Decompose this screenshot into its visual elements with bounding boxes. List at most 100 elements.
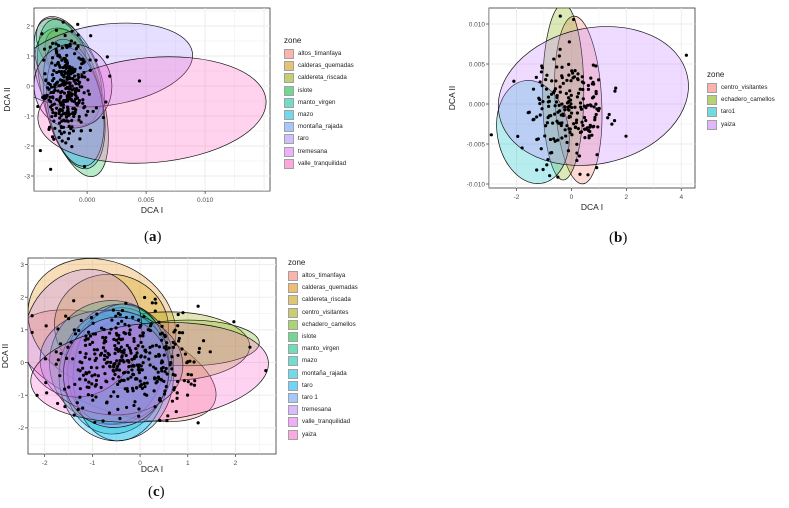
data-point xyxy=(571,76,575,80)
legend-label: caldereta_riscada xyxy=(302,296,351,304)
data-point xyxy=(157,345,162,349)
data-point xyxy=(50,135,55,139)
data-point xyxy=(566,96,571,100)
data-point xyxy=(90,382,94,386)
legend-swatch xyxy=(284,61,294,72)
data-point xyxy=(594,92,598,96)
data-point xyxy=(163,334,167,339)
data-point xyxy=(71,76,75,81)
data-point xyxy=(110,318,114,322)
data-point xyxy=(573,105,577,109)
data-point xyxy=(160,369,164,373)
data-point xyxy=(81,57,85,61)
data-point xyxy=(40,32,44,36)
y-axis-title: DCA II xyxy=(0,344,10,369)
data-point xyxy=(143,376,147,380)
data-point xyxy=(48,105,53,109)
data-point xyxy=(558,14,562,18)
legend-item: centro_visitantes xyxy=(288,307,398,320)
data-point xyxy=(574,121,578,125)
data-point xyxy=(51,41,55,45)
data-point xyxy=(569,102,573,106)
data-point xyxy=(575,142,579,146)
data-point xyxy=(95,312,99,316)
legend-swatch xyxy=(707,107,717,118)
y-tick-label: 1 xyxy=(26,53,30,60)
data-point xyxy=(137,365,141,369)
data-point xyxy=(89,315,94,320)
data-point xyxy=(77,118,81,122)
legend-label: valle_tranquilidad xyxy=(302,418,351,426)
data-point xyxy=(545,163,549,167)
data-point xyxy=(56,401,60,406)
legend-swatch xyxy=(284,134,294,145)
data-point xyxy=(102,357,107,362)
data-point xyxy=(86,330,91,334)
legend-item: calderas_quemadas xyxy=(288,283,398,295)
data-point xyxy=(101,346,106,350)
data-point xyxy=(578,172,582,176)
data-point xyxy=(117,362,121,366)
data-point xyxy=(150,344,155,348)
data-point xyxy=(535,168,539,172)
data-point xyxy=(114,338,119,342)
data-point xyxy=(50,108,54,112)
data-point xyxy=(592,124,596,128)
data-point xyxy=(63,387,67,391)
data-point xyxy=(55,70,59,75)
data-point xyxy=(182,379,186,383)
data-point xyxy=(593,115,597,119)
data-point xyxy=(156,370,160,374)
data-point xyxy=(70,145,74,149)
data-point xyxy=(556,138,560,142)
data-point xyxy=(51,110,55,115)
data-point xyxy=(77,82,81,86)
x-tick-label: 0 xyxy=(138,460,142,467)
chart-b-caption: (b) xyxy=(609,230,628,246)
data-point xyxy=(567,108,571,112)
data-point xyxy=(154,354,158,358)
data-point xyxy=(175,391,179,395)
data-point xyxy=(59,132,64,136)
data-point xyxy=(77,114,81,119)
y-tick-label: -3 xyxy=(24,173,30,180)
data-point xyxy=(624,134,628,138)
data-point xyxy=(189,373,194,377)
data-point xyxy=(53,63,57,67)
data-point xyxy=(111,377,115,381)
data-point xyxy=(87,385,91,389)
data-point xyxy=(566,149,571,153)
data-point xyxy=(72,114,76,118)
data-point xyxy=(576,91,581,95)
data-point xyxy=(82,164,87,169)
data-point xyxy=(68,84,72,88)
data-point xyxy=(170,355,174,359)
data-point xyxy=(172,385,177,390)
data-point xyxy=(99,385,103,390)
chart-a-plot-area xyxy=(33,7,271,192)
data-point xyxy=(61,101,65,105)
data-point xyxy=(175,379,180,384)
data-point xyxy=(64,141,68,145)
data-point xyxy=(73,97,78,101)
y-axis-title: DCA II xyxy=(2,87,12,112)
data-point xyxy=(572,17,576,22)
data-point xyxy=(159,366,164,371)
ellipse-yaiza xyxy=(30,322,269,423)
y-tick-label: 0.010 xyxy=(469,21,486,28)
data-point xyxy=(67,71,71,75)
data-point xyxy=(49,90,53,95)
data-point xyxy=(127,365,131,369)
data-point xyxy=(554,100,559,104)
legend-item: taro xyxy=(284,134,394,146)
ellipse-valle-tranquilidad xyxy=(37,56,267,164)
data-point xyxy=(80,74,84,78)
data-point xyxy=(127,346,131,350)
chart-a-caption-label: a xyxy=(149,229,157,245)
data-point xyxy=(593,118,597,122)
data-point xyxy=(68,112,72,116)
data-point xyxy=(160,331,164,335)
data-point xyxy=(53,126,57,130)
legend-item: echadero_camellos xyxy=(707,95,789,107)
data-point xyxy=(116,349,120,353)
